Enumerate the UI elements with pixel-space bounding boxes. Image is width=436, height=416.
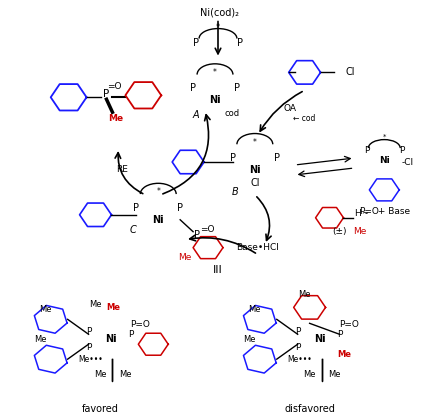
Text: P=O: P=O [340, 320, 359, 329]
Text: P: P [364, 146, 369, 155]
Text: P: P [193, 37, 199, 47]
Text: =O: =O [200, 225, 215, 234]
Text: Me: Me [119, 369, 132, 379]
Text: III: III [213, 265, 223, 275]
Text: OA: OA [283, 104, 296, 113]
Text: Me: Me [94, 369, 107, 379]
Text: *: * [216, 23, 220, 32]
Text: P: P [337, 330, 342, 339]
Text: cod: cod [225, 109, 239, 118]
Text: Ni: Ni [379, 156, 390, 164]
Text: Me: Me [298, 290, 311, 299]
Text: Me: Me [178, 253, 192, 262]
Text: favored: favored [82, 404, 119, 414]
Text: Me: Me [244, 335, 256, 344]
Text: P: P [274, 153, 280, 163]
Text: P=O: P=O [359, 207, 379, 216]
Text: RE: RE [116, 166, 128, 174]
Text: Me: Me [40, 305, 52, 314]
Text: Me•••: Me••• [287, 355, 312, 364]
Text: + Base: + Base [375, 207, 410, 216]
Text: Cl: Cl [346, 67, 355, 77]
Text: Ni: Ni [314, 334, 325, 344]
Text: ← cod: ← cod [293, 114, 316, 123]
Text: P: P [133, 203, 140, 213]
Text: B: B [232, 187, 238, 197]
Text: P: P [295, 343, 300, 352]
Text: P: P [194, 230, 200, 240]
Text: C: C [130, 225, 137, 235]
Text: Me: Me [89, 300, 102, 309]
Text: *: * [213, 68, 217, 77]
Text: Ni: Ni [153, 215, 164, 225]
Text: H: H [354, 209, 361, 218]
Text: Me: Me [353, 227, 366, 236]
Text: P: P [237, 37, 243, 47]
Text: ~: ~ [361, 209, 368, 218]
Text: Me: Me [106, 303, 120, 312]
Text: P: P [190, 83, 196, 93]
Text: -Cl: -Cl [401, 158, 413, 166]
Text: P: P [128, 330, 133, 339]
Text: (±): (±) [332, 227, 347, 236]
Text: P: P [295, 327, 300, 336]
Text: *: * [383, 134, 386, 140]
Text: *: * [253, 138, 257, 146]
Text: P: P [86, 343, 91, 352]
Text: =O: =O [107, 82, 122, 91]
Text: Me: Me [108, 114, 123, 123]
Text: P: P [230, 153, 236, 163]
Text: Me: Me [303, 369, 316, 379]
Text: A: A [193, 110, 199, 120]
Text: P: P [86, 327, 91, 336]
Text: Me: Me [34, 335, 47, 344]
Text: P: P [234, 83, 240, 93]
Text: Me•••: Me••• [78, 355, 103, 364]
Text: P: P [177, 203, 183, 213]
Text: P: P [103, 89, 109, 99]
Text: Me: Me [328, 369, 341, 379]
Text: Ni: Ni [249, 165, 261, 175]
Text: Base•HCl: Base•HCl [236, 243, 279, 252]
Text: Cl: Cl [250, 178, 259, 188]
Text: Me: Me [337, 350, 351, 359]
Text: P: P [399, 146, 405, 155]
Text: Ni: Ni [105, 334, 116, 344]
Text: Ni: Ni [209, 95, 221, 105]
Text: P=O: P=O [130, 320, 150, 329]
Text: disfavored: disfavored [284, 404, 335, 414]
Text: Me: Me [249, 305, 261, 314]
Text: Ni(cod)₂: Ni(cod)₂ [201, 7, 239, 17]
Text: *: * [157, 187, 160, 196]
